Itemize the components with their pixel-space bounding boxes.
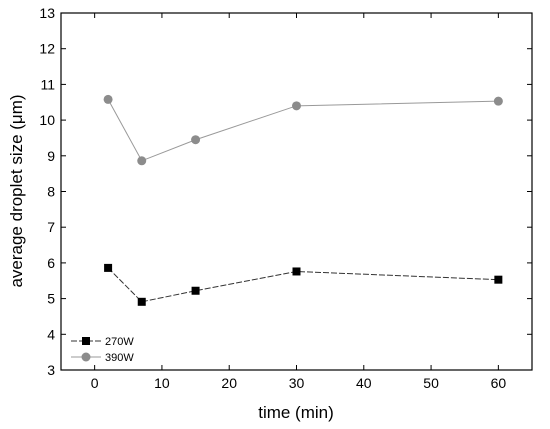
data-point-circle <box>493 96 503 106</box>
series-line-1 <box>107 99 499 162</box>
data-point-square <box>494 275 503 284</box>
x-tick-label: 50 <box>423 375 439 391</box>
x-tick-label: 40 <box>356 375 372 391</box>
legend: 270W 390W <box>71 336 134 364</box>
y-tick-label: 3 <box>47 362 55 378</box>
y-axis-title: average droplet size (μm) <box>7 94 26 287</box>
y-tick-label: 13 <box>39 5 55 21</box>
legend-marker-circle <box>81 352 91 362</box>
axis-ticks: 0 10 20 30 40 50 60 3 4 5 6 7 8 9 10 11 12 13 <box>39 5 532 391</box>
series-layer <box>103 94 503 306</box>
y-tick-label: 4 <box>47 326 55 342</box>
data-point-circle <box>137 156 147 166</box>
data-point-square <box>104 263 113 272</box>
series-line-0 <box>107 267 499 303</box>
data-point-square <box>292 267 301 276</box>
data-point-circle <box>103 94 113 104</box>
y-tick-label: 11 <box>40 76 55 92</box>
y-tick-label: 7 <box>47 219 55 235</box>
y-tick-label: 10 <box>39 112 55 128</box>
data-point-square <box>137 297 146 306</box>
x-tick-label: 30 <box>289 375 305 391</box>
data-point-circle <box>191 135 201 145</box>
data-point-circle <box>292 101 301 111</box>
x-tick-label: 20 <box>221 375 237 391</box>
y-tick-label: 8 <box>47 184 55 200</box>
data-point-square <box>191 286 200 295</box>
x-axis-title: time (min) <box>258 403 334 422</box>
legend-marker-square <box>82 337 90 345</box>
legend-label: 390W <box>105 352 134 364</box>
legend-label: 270W <box>105 336 134 348</box>
y-tick-label: 5 <box>47 291 55 307</box>
y-tick-label: 12 <box>39 41 55 57</box>
x-tick-label: 0 <box>91 375 99 391</box>
y-tick-label: 9 <box>47 148 55 164</box>
y-tick-label: 6 <box>47 255 55 271</box>
plot-frame <box>60 12 533 371</box>
x-tick-label: 10 <box>154 375 170 391</box>
x-tick-label: 60 <box>491 375 507 391</box>
